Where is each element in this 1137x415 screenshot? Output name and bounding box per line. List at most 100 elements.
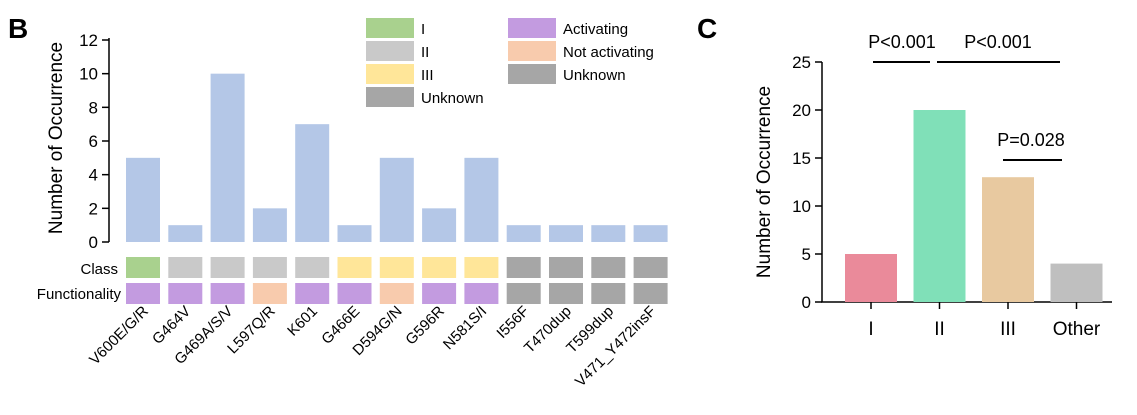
category-label: N581S/I [440, 303, 490, 353]
functionality-cell [126, 283, 160, 304]
bar-g464v [168, 225, 203, 242]
class-cell [337, 257, 372, 278]
bar-g466e [337, 225, 372, 242]
panel-b-letter: B [8, 13, 28, 44]
bar-i556f [506, 225, 541, 242]
class-cell [506, 257, 541, 278]
panel-c-significance: P<0.001 P<0.001 P=0.028 [868, 32, 1065, 161]
panel-b-y-tick-label: 8 [89, 98, 98, 117]
panel-b-y-tick-label: 10 [79, 65, 98, 84]
p-value-label: P<0.001 [868, 32, 936, 52]
functionality-cell [379, 283, 414, 304]
class-cell [591, 257, 626, 278]
panel-c-y-tick-label: 15 [792, 149, 811, 168]
functionality-cell [591, 283, 626, 304]
legend-label: Unknown [421, 90, 484, 107]
functionality-cell [549, 283, 583, 304]
legend-swatch [508, 18, 556, 38]
functionality-row-label: Functionality [37, 286, 122, 303]
legend-swatch [366, 18, 414, 38]
panel-b-y-tick-label: 4 [89, 166, 98, 185]
functionality-cell [633, 283, 668, 304]
functionality-row [126, 283, 668, 304]
legend-label: Unknown [563, 67, 626, 84]
class-row-label: Class [80, 261, 118, 278]
panel-b-y-tick-label: 6 [89, 132, 98, 151]
panel-c-y-axis-label: Number of Occurrence [754, 86, 775, 278]
class-cell [379, 257, 414, 278]
class-cell [422, 257, 457, 278]
panel-c-category-label: Other [1053, 319, 1101, 340]
panel-b-y-ticks: 0 2 4 6 8 10 12 [79, 31, 109, 252]
functionality-cell [506, 283, 541, 304]
functionality-cell [210, 283, 245, 304]
panel-c-category-label: III [1000, 319, 1016, 340]
legend-swatch [366, 41, 414, 61]
class-cell [252, 257, 287, 278]
panel-c-y-tick-label: 5 [802, 245, 811, 264]
functionality-cell [295, 283, 330, 304]
panel-b-y-tick-label: 12 [79, 31, 98, 50]
class-cell [126, 257, 160, 278]
bar-v600e-g-r [126, 157, 160, 242]
legend-swatch [508, 41, 556, 61]
class-row [126, 257, 668, 278]
panel-c-y-tick-label: 0 [802, 293, 811, 312]
functionality-cell [422, 283, 457, 304]
legend-label: II [421, 44, 429, 61]
functionality-legend: Activating Not activating Unknown [508, 18, 654, 84]
bar-t599dup [591, 225, 626, 242]
legend-swatch [366, 87, 414, 107]
class-cell [168, 257, 203, 278]
functionality-cell [252, 283, 287, 304]
panel-c-letter: C [697, 13, 717, 44]
category-label: V600E/G/R [86, 303, 152, 369]
panel-c-bars [845, 110, 1103, 302]
legend-label: III [421, 67, 434, 84]
panel-c-category-label: I [868, 319, 873, 340]
panel-b-y-axis-label: Number of Occurrence [46, 42, 67, 234]
bar-ii [913, 110, 966, 302]
panel-c-y-tick-label: 10 [792, 197, 811, 216]
category-label: K601 [284, 303, 321, 340]
legend-swatch [366, 64, 414, 84]
p-value-label: P=0.028 [997, 130, 1065, 150]
functionality-cell [337, 283, 372, 304]
bar-l597q-r [252, 208, 287, 242]
functionality-cell [168, 283, 203, 304]
panel-b-bars [126, 73, 668, 243]
bar-iii [982, 177, 1034, 302]
bar-t470dup [549, 225, 583, 242]
class-cell [549, 257, 583, 278]
legend-label: Activating [563, 21, 628, 38]
panel-c-category-label: II [934, 319, 945, 340]
panel-c-y-tick-label: 20 [792, 101, 811, 120]
panel-c-y-tick-label: 25 [792, 53, 811, 72]
bar-i [845, 254, 897, 302]
functionality-cell [464, 283, 499, 304]
class-cell [295, 257, 330, 278]
class-cell [464, 257, 499, 278]
legend-label: Not activating [563, 44, 654, 61]
bar-v471-y472insf [633, 225, 668, 242]
panel-c-category-labels: I II III Other [868, 302, 1101, 340]
bar-g596r [422, 208, 457, 242]
panel-b-y-tick-label: 2 [89, 199, 98, 218]
p-value-label: P<0.001 [964, 32, 1032, 52]
class-cell [633, 257, 668, 278]
legend-swatch [508, 64, 556, 84]
bar-other [1050, 263, 1103, 302]
panel-b: B Number of Occurrence 0 2 4 6 8 10 12 Class F… [8, 13, 668, 390]
bar-k601 [295, 124, 330, 242]
bar-n581s-i [464, 157, 499, 242]
panel-b-y-tick-label: 0 [89, 233, 98, 252]
panel-c-y-ticks: 0 5 10 15 20 25 [792, 53, 822, 312]
class-cell [210, 257, 245, 278]
legend-label: I [421, 21, 425, 38]
bar-d594g-n [379, 157, 414, 242]
bar-g469a-s-v [210, 73, 245, 243]
